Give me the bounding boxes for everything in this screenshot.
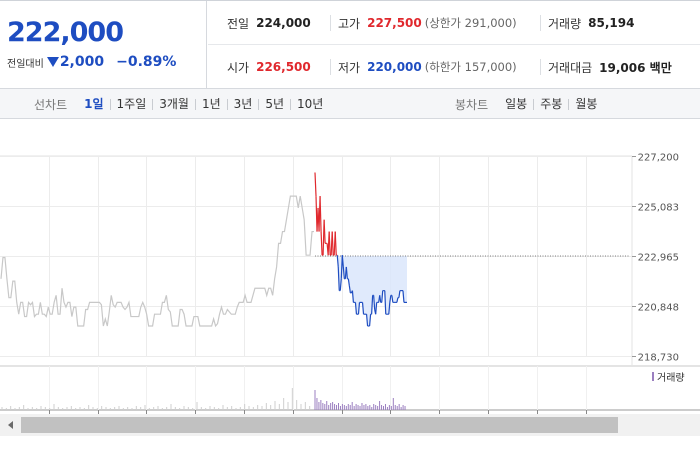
trade-value-value: 19,006 백만 — [599, 60, 672, 75]
current-day-price-segment — [391, 295, 394, 303]
quote-summary: 222,000 전일대비 2,000 −0.89% 전일 224,000 고가 … — [0, 0, 700, 89]
low-cell: 저가 220,000 (하한가 157,000) — [330, 59, 517, 75]
current-day-price-segment — [314, 172, 317, 197]
high-label: 고가 — [338, 16, 361, 31]
current-day-price-segment — [337, 266, 340, 291]
current-day-price-segment — [334, 231, 337, 256]
trade-value-label: 거래대금 — [548, 60, 593, 75]
volume-cell: 거래량 85,194 — [540, 15, 634, 31]
down-triangle-icon — [46, 57, 59, 67]
candle-chart-tabs: 봉차트 일봉 주봉 월봉 — [455, 89, 603, 119]
tab-1year[interactable]: 1년 — [194, 98, 227, 110]
tab-1week[interactable]: 1주일 — [109, 98, 153, 110]
change-row: 전일대비 2,000 −0.89% — [7, 54, 176, 70]
candle-chart-label: 봉차트 — [455, 97, 489, 112]
current-day-price-segment — [381, 290, 384, 303]
price-axis: 227,200 225,083 222,965 220,848 218,730 — [632, 153, 679, 364]
y-tick-label: 222,965 — [638, 253, 679, 264]
upper-limit: (상한가 291,000) — [424, 16, 517, 30]
high-cell: 고가 227,500 (상한가 291,000) — [330, 15, 517, 31]
current-day-price-segment — [402, 290, 405, 303]
prev-close-label: 전일 — [227, 16, 250, 31]
prev-close-cell: 전일 224,000 — [227, 1, 311, 45]
tab-1day[interactable]: 1일 — [84, 96, 104, 111]
y-tick-label: 220,848 — [638, 303, 679, 314]
y-tick-label: 218,730 — [638, 353, 679, 364]
tab-3month[interactable]: 3개월 — [152, 98, 195, 110]
open-value: 226,500 — [256, 60, 311, 74]
line-chart-label: 선차트 — [34, 97, 68, 112]
volume-legend-swatch — [652, 372, 654, 381]
below-open-fill-area — [315, 256, 407, 327]
chart-scrollbar[interactable] — [0, 414, 700, 436]
tab-monthly-candle[interactable]: 월봉 — [568, 98, 603, 110]
low-label: 저가 — [338, 60, 361, 75]
current-day-price-segment — [348, 285, 351, 294]
volume-legend-label: 거래량 — [657, 372, 685, 384]
current-day-price-segment — [323, 219, 326, 244]
current-day-price-segment — [347, 278, 350, 286]
open-cell: 시가 226,500 — [227, 45, 311, 89]
y-tick-label: 227,200 — [638, 153, 679, 164]
chevron-left-icon — [7, 421, 13, 429]
high-value: 227,500 — [367, 16, 422, 30]
y-tick-label: 225,083 — [638, 203, 679, 214]
current-day-price-segment — [319, 196, 322, 232]
chart-grid — [0, 155, 700, 414]
current-price: 222,000 — [7, 17, 124, 48]
current-day-price-segment — [368, 314, 372, 327]
tab-3year[interactable]: 3년 — [226, 98, 259, 110]
current-day-price-segment — [320, 231, 323, 256]
current-day-price-segment — [396, 297, 399, 303]
below-open-fill — [315, 256, 407, 327]
current-day-price-segment — [388, 302, 391, 315]
current-day-price-segment — [342, 266, 345, 279]
current-day-price-segment — [365, 314, 369, 327]
current-day-price-segment — [328, 231, 331, 256]
volume-label: 거래량 — [548, 16, 582, 31]
current-day-price-segment — [354, 302, 358, 315]
current-day-price-segment — [351, 290, 355, 303]
change-amount: 2,000 — [59, 54, 105, 70]
tab-10year[interactable]: 10년 — [290, 98, 329, 110]
low-value: 220,000 — [367, 60, 422, 74]
current-day-price-segment — [373, 295, 376, 310]
tab-5year[interactable]: 5년 — [258, 98, 290, 110]
quote-info-grid: 전일 224,000 고가 227,500 (상한가 291,000) 거래량 … — [208, 1, 700, 89]
volume-bars — [1, 388, 406, 410]
previous-day-price-line — [0, 195, 314, 328]
info-row-1: 전일 224,000 고가 227,500 (상한가 291,000) 거래량 … — [208, 1, 700, 45]
current-day-price-segment — [357, 302, 361, 315]
volume-value: 85,194 — [588, 16, 635, 30]
tab-daily-candle[interactable]: 일봉 — [505, 96, 528, 111]
prev-close-value: 224,000 — [256, 16, 311, 30]
line-chart-tabs: 선차트 1일 1주일 3개월 1년 3년 5년 10년 — [34, 89, 329, 119]
current-day-price-segment — [371, 295, 374, 315]
current-day-price-segment — [331, 231, 334, 256]
chart-tab-bar: 선차트 1일 1주일 3개월 1년 3년 5년 10년 봉차트 일봉 주봉 월봉 — [0, 89, 700, 119]
current-day-price-segment — [379, 295, 382, 303]
current-day-price-segment — [398, 290, 401, 298]
tab-weekly-candle[interactable]: 주봉 — [533, 98, 568, 110]
open-label: 시가 — [227, 60, 250, 75]
trade-value-cell: 거래대금 19,006 백만 — [540, 59, 672, 75]
current-day-price-segment — [361, 302, 365, 315]
scroll-thumb[interactable] — [21, 417, 618, 433]
scroll-left-button[interactable] — [0, 414, 20, 436]
current-day-price-segment — [339, 278, 342, 291]
intraday-price-chart[interactable]: 227,200 225,083 222,965 220,848 218,730 거래량 — [0, 120, 700, 414]
current-day-price-segment — [345, 266, 348, 279]
price-lines — [0, 172, 630, 328]
current-day-price-segment — [336, 255, 339, 268]
current-day-price-segment — [375, 302, 378, 315]
volume-legend: 거래량 — [652, 372, 685, 384]
change-rate: −0.89% — [116, 54, 177, 70]
info-row-2: 시가 226,500 저가 220,000 (하한가 157,000) 거래대금… — [208, 45, 700, 89]
lower-limit: (하한가 157,000) — [424, 60, 517, 74]
current-day-price-segment — [341, 255, 344, 268]
current-day-price-segment — [389, 295, 392, 303]
current-price-box: 222,000 전일대비 2,000 −0.89% — [0, 1, 207, 89]
change-label: 전일대비 — [7, 58, 44, 70]
current-day-price-segment — [384, 290, 387, 315]
